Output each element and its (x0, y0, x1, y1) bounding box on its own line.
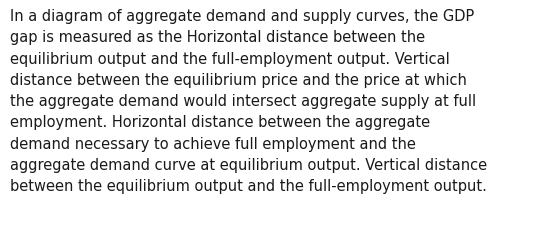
Text: In a diagram of aggregate demand and supply curves, the GDP
gap is measured as t: In a diagram of aggregate demand and sup… (10, 9, 487, 193)
